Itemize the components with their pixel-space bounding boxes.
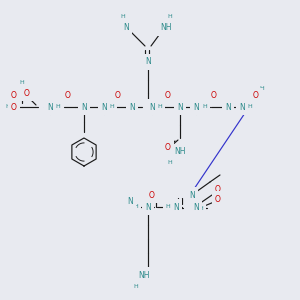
Text: N: N [123,23,129,32]
Text: N: N [239,103,245,112]
Text: H: H [110,104,114,110]
Text: N: N [145,202,151,211]
Text: O: O [211,91,217,100]
Text: O: O [253,92,259,100]
Text: NH: NH [174,148,186,157]
Text: N: N [101,103,107,112]
Text: O: O [65,91,71,100]
Text: O: O [165,91,171,100]
Text: N: N [225,103,231,112]
Text: O: O [215,194,221,203]
Text: N: N [189,190,195,200]
Text: H: H [168,160,172,164]
Text: N: N [47,103,53,112]
Text: O: O [172,203,178,212]
Text: H: H [158,104,162,110]
Text: H: H [20,80,24,86]
Text: N: N [189,203,195,212]
Text: N: N [81,103,87,112]
Text: H: H [168,14,172,19]
Text: H: H [202,104,207,110]
Text: N: N [173,202,179,211]
Text: O: O [11,91,17,100]
Text: O: O [215,184,221,194]
Text: N: N [127,197,133,206]
Text: NH: NH [160,23,172,32]
Text: N: N [145,58,151,67]
Text: H: H [6,104,10,110]
Text: O: O [115,91,121,100]
Text: N: N [177,103,183,112]
Text: NH: NH [138,271,150,280]
Text: N: N [193,103,199,112]
Text: O: O [149,190,155,200]
Text: O: O [24,88,30,98]
Text: N: N [193,202,199,211]
Text: H: H [134,205,138,209]
Text: N: N [129,103,135,112]
Text: H: H [260,85,264,91]
Text: O: O [165,143,171,152]
Text: H: H [199,206,203,211]
Text: H: H [134,284,138,290]
Text: H: H [56,104,60,110]
Text: H: H [248,104,252,110]
Text: H: H [166,205,170,209]
Text: O: O [11,103,17,112]
Text: N: N [149,103,155,112]
Text: H: H [121,14,125,19]
